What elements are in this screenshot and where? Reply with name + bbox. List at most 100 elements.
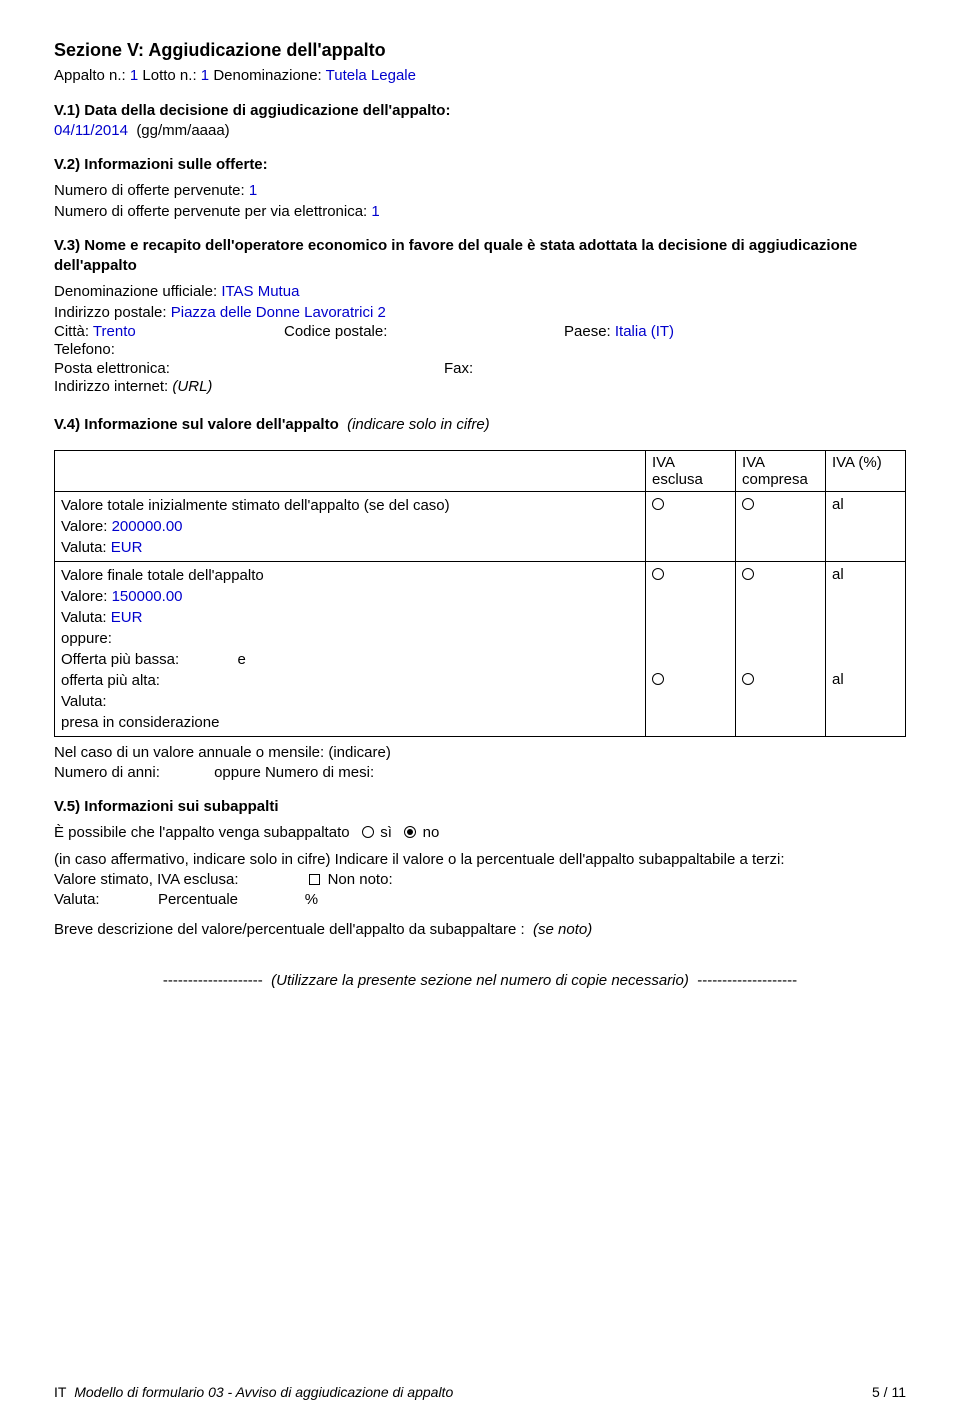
v1-date: 04/11/2014 — [54, 122, 128, 139]
v3-fax-label: Fax: — [444, 360, 906, 377]
v4-mesi: oppure Numero di mesi: — [214, 764, 374, 781]
radio-checked-icon[interactable] — [404, 826, 416, 838]
v3-addr: Indirizzo postale: Piazza delle Donne La… — [54, 303, 906, 323]
al-text: al — [832, 671, 844, 688]
v4-heading-line: V.4) Informazione sul valore dell'appalt… — [54, 415, 906, 435]
row2-label: Valore finale totale dell'appalto — [61, 565, 639, 586]
page-footer: IT Modello di formulario 03 - Avviso di … — [54, 1384, 906, 1400]
section-v-title: Sezione V: Aggiudicazione dell'appalto — [54, 38, 906, 62]
v4-heading: V.4) Informazione sul valore dell'appalt… — [54, 416, 339, 433]
denominazione-value: Tutela Legale — [326, 67, 416, 84]
v5-q-label: È possibile che l'appalto venga subappal… — [54, 824, 350, 841]
oppure-text: oppure: — [61, 628, 639, 649]
v2-line2-label: Numero di offerte pervenute per via elet… — [54, 203, 367, 220]
valore-label: Valore: — [61, 518, 107, 535]
radio-unchecked-icon[interactable] — [652, 568, 664, 580]
v3-postal-label: Codice postale: — [284, 323, 387, 340]
col-iva-pct: IVA (%) — [826, 450, 906, 491]
appalto-value: 1 — [130, 67, 138, 84]
v5-val-stimato: Valore stimato, IVA esclusa: — [54, 871, 239, 888]
v3-city-label: Città: — [54, 323, 89, 340]
radio-unchecked-icon[interactable] — [652, 498, 664, 510]
table-empty-header — [55, 450, 646, 491]
v5-val-line: Valore stimato, IVA esclusa: Non noto: — [54, 870, 906, 890]
v3-email-fax-row: Posta elettronica: Fax: — [54, 360, 906, 377]
dashes-mid: (Utilizzare la presente sezione nel nume… — [271, 972, 689, 989]
valuta-label: Valuta: — [61, 609, 107, 626]
valuta-plain: Valuta: — [61, 691, 639, 712]
row1-valuta: EUR — [111, 539, 143, 556]
row2-valuta: EUR — [111, 609, 143, 626]
v3-country-label: Paese: — [564, 323, 611, 340]
v3-country-value: Italia (IT) — [615, 323, 674, 340]
appalto-line: Appalto n.: 1 Lotto n.: 1 Denominazione:… — [54, 66, 906, 86]
v5-question: È possibile che l'appalto venga subappal… — [54, 823, 906, 843]
v3-heading: V.3) Nome e recapito dell'operatore econ… — [54, 236, 906, 277]
radio-unchecked-icon[interactable] — [362, 826, 374, 838]
v2-line1: Numero di offerte pervenute: 1 — [54, 181, 906, 201]
radio-unchecked-icon[interactable] — [742, 568, 754, 580]
radio-unchecked-icon[interactable] — [742, 498, 754, 510]
repeat-section-note: -------------------- (Utilizzare la pres… — [54, 971, 906, 991]
page-number: 5 / 11 — [872, 1384, 906, 1400]
table-row: Valore totale inizialmente stimato dell'… — [55, 491, 906, 561]
v2-line2-value: 1 — [371, 203, 379, 220]
v3-denom-value: ITAS Mutua — [221, 283, 299, 300]
v2-line2: Numero di offerte pervenute per via elet… — [54, 202, 906, 222]
offerta-bassa-label: Offerta più bassa: — [61, 651, 179, 668]
v1-heading: V.1) Data della decisione di aggiudicazi… — [54, 101, 906, 121]
lotto-label: Lotto n.: — [142, 67, 196, 84]
e-text: e — [237, 651, 245, 668]
v3-addr-value: Piazza delle Donne Lavoratrici 2 — [171, 304, 386, 321]
v5-non-noto: Non noto: — [328, 871, 393, 888]
v1-date-line: 04/11/2014 (gg/mm/aaaa) — [54, 121, 906, 141]
row1-label: Valore totale inizialmente stimato dell'… — [61, 495, 639, 516]
v5-perc: Percentuale — [158, 891, 238, 908]
denominazione-label: Denominazione: — [213, 67, 321, 84]
dashes-right: -------------------- — [697, 972, 797, 989]
v4-anni: Numero di anni: — [54, 764, 160, 781]
v4-hint: (indicare solo in cifre) — [347, 416, 490, 433]
v3-tel: Telefono: — [54, 340, 906, 360]
footer-prefix: IT — [54, 1384, 66, 1400]
v5-heading: V.5) Informazioni sui subappalti — [54, 797, 906, 817]
table-header-row: IVA esclusa IVA compresa IVA (%) — [55, 450, 906, 491]
v5-no: no — [423, 824, 440, 841]
v3-addr-label: Indirizzo postale: — [54, 304, 167, 321]
presa-text: presa in considerazione — [61, 712, 639, 733]
valuta-label: Valuta: — [61, 539, 107, 556]
radio-unchecked-icon[interactable] — [742, 673, 754, 685]
v5-valuta-line: Valuta: Percentuale % — [54, 890, 906, 910]
row1-valore: 200000.00 — [112, 518, 183, 535]
v3-city-value: Trento — [93, 323, 136, 340]
v4-below2: Numero di anni: oppure Numero di mesi: — [54, 763, 906, 783]
v3-denom-label: Denominazione ufficiale: — [54, 283, 217, 300]
row2-valore: 150000.00 — [112, 588, 183, 605]
col-iva-compresa: IVA compresa — [736, 450, 826, 491]
v5-breve: Breve descrizione del valore/percentuale… — [54, 920, 906, 940]
v4-table: IVA esclusa IVA compresa IVA (%) Valore … — [54, 450, 906, 737]
v1-date-format: (gg/mm/aaaa) — [136, 122, 229, 139]
dashes-left: -------------------- — [163, 972, 263, 989]
radio-unchecked-icon[interactable] — [652, 673, 664, 685]
col-iva-esclusa: IVA esclusa — [646, 450, 736, 491]
al-text: al — [832, 496, 844, 513]
v3-url-hint: (URL) — [172, 378, 212, 395]
v3-url-label: Indirizzo internet: — [54, 378, 168, 395]
v5-si: sì — [380, 824, 392, 841]
v3-email-label: Posta elettronica: — [54, 360, 444, 377]
valore-label: Valore: — [61, 588, 107, 605]
v3-url: Indirizzo internet: (URL) — [54, 377, 906, 397]
v3-denom: Denominazione ufficiale: ITAS Mutua — [54, 282, 906, 302]
v5-breve-text: Breve descrizione del valore/percentuale… — [54, 921, 525, 938]
v5-para1: (in caso affermativo, indicare solo in c… — [54, 850, 906, 870]
footer-text: Modello di formulario 03 - Avviso di agg… — [74, 1384, 453, 1400]
v5-se-noto: (se noto) — [533, 921, 592, 938]
v2-line1-label: Numero di offerte pervenute: — [54, 182, 245, 199]
checkbox-icon[interactable] — [309, 874, 320, 885]
v5-valuta: Valuta: — [54, 891, 100, 908]
v5-pct-sign: % — [305, 891, 318, 908]
offerta-alta-label: offerta più alta: — [61, 670, 639, 691]
appalto-label: Appalto n.: — [54, 67, 126, 84]
v2-line1-value: 1 — [249, 182, 257, 199]
